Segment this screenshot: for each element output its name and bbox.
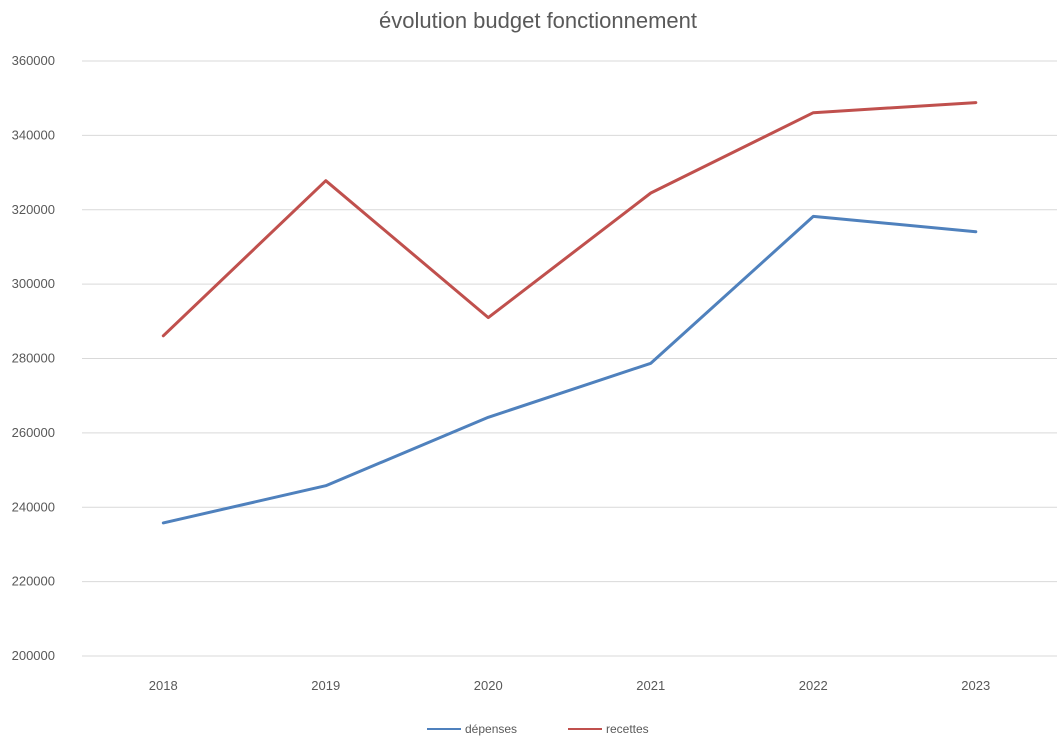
- y-axis-ticks: 200000 220000 240000 260000 280000 300000 3200…: [12, 53, 55, 663]
- y-tick-label: 320000: [12, 202, 55, 217]
- series-line-dépenses: [161, 214, 978, 525]
- legend-label: recettes: [606, 722, 649, 736]
- x-tick-label: 2021: [636, 678, 665, 693]
- chart-title: évolution budget fonctionnement: [379, 8, 697, 33]
- x-tick-label: 2020: [474, 678, 503, 693]
- y-tick-label: 220000: [12, 574, 55, 589]
- x-tick-label: 2023: [961, 678, 990, 693]
- x-tick-label: 2018: [149, 678, 178, 693]
- legend-label: dépenses: [465, 722, 517, 736]
- x-axis-ticks: 2018 2019 2020 2021 2022 2023: [149, 678, 990, 693]
- y-tick-label: 340000: [12, 127, 55, 142]
- x-tick-label: 2019: [311, 678, 340, 693]
- y-tick-label: 200000: [12, 648, 55, 663]
- series-line-recettes: [161, 101, 978, 338]
- y-tick-label: 300000: [12, 276, 55, 291]
- gridlines: [82, 60, 1057, 657]
- y-tick-label: 260000: [12, 425, 55, 440]
- x-tick-label: 2022: [799, 678, 828, 693]
- legend: dépenses recettes: [427, 722, 649, 736]
- y-tick-label: 240000: [12, 499, 55, 514]
- series-lines: [161, 101, 978, 525]
- y-tick-label: 280000: [12, 351, 55, 366]
- y-tick-label: 360000: [12, 53, 55, 68]
